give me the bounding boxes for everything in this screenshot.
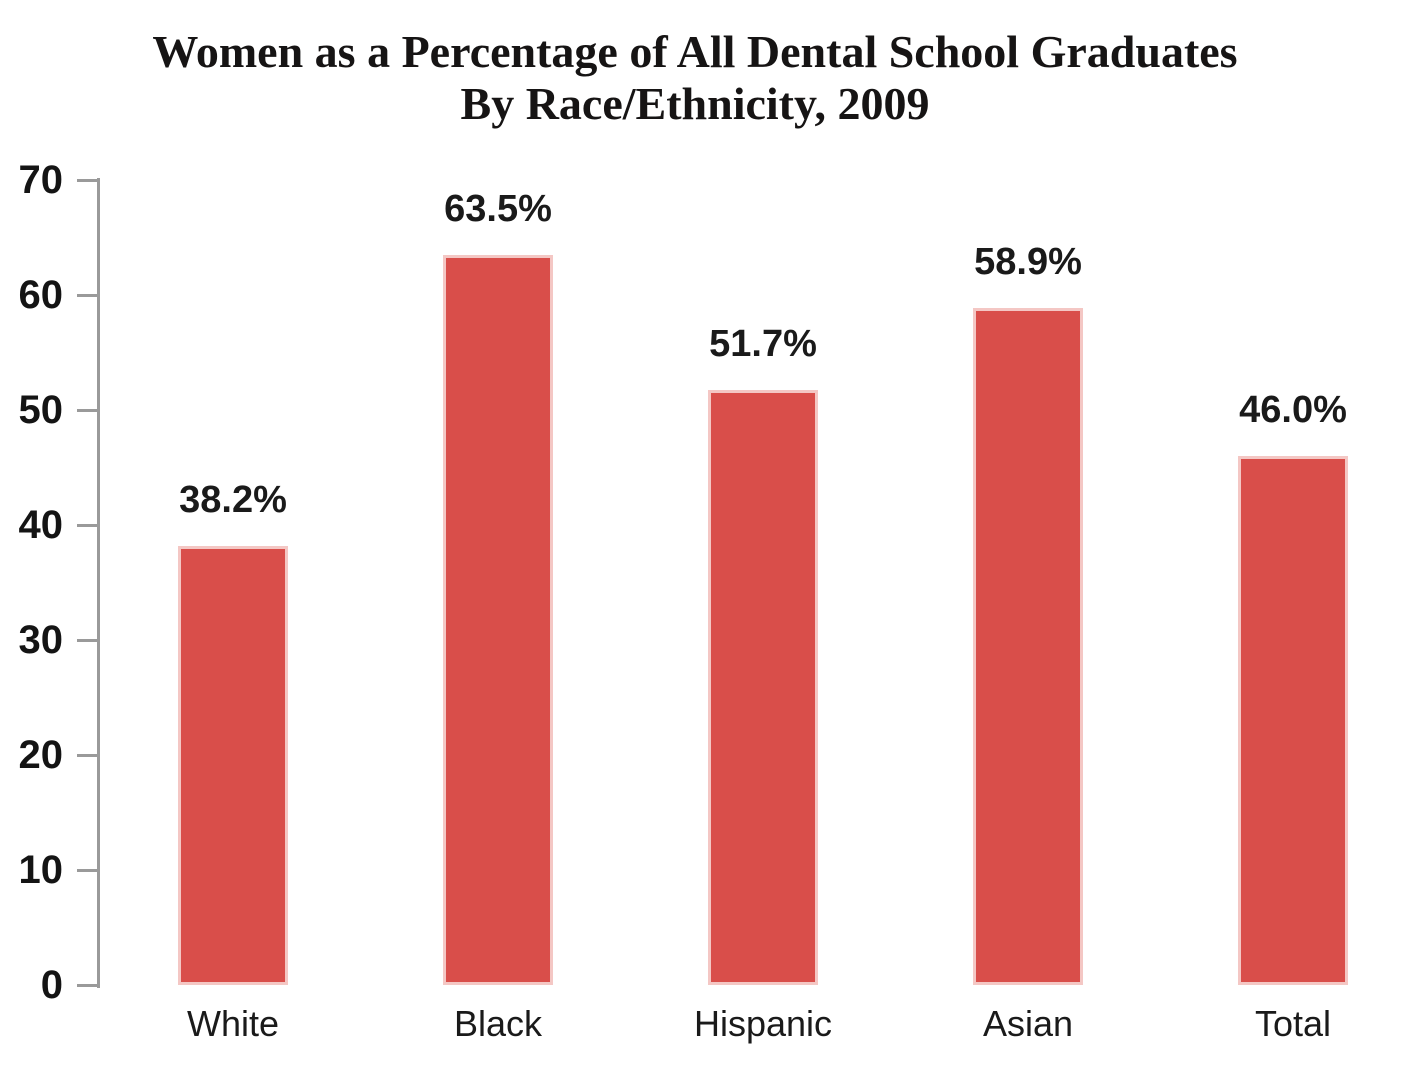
y-tick-label-0: 0 bbox=[40, 963, 63, 1007]
chart-title-line-2: By Race/Ethnicity, 2009 bbox=[460, 78, 930, 129]
bar-asian bbox=[973, 307, 1083, 985]
y-tick-label-10: 10 bbox=[18, 848, 64, 892]
y-tick-label-70: 70 bbox=[18, 158, 64, 202]
y-tick-label-50: 50 bbox=[18, 388, 64, 432]
x-label-hispanic: Hispanic bbox=[693, 1003, 833, 1044]
value-label-hispanic: 51.7% bbox=[709, 323, 817, 366]
value-label-white: 38.2% bbox=[179, 478, 287, 521]
bar-hispanic bbox=[708, 390, 818, 985]
bar-total bbox=[1238, 456, 1348, 985]
y-tick-mark-0 bbox=[77, 983, 97, 987]
x-label-asian: Asian bbox=[982, 1003, 1074, 1044]
x-label-white: White bbox=[186, 1003, 280, 1044]
y-tick-label-20: 20 bbox=[18, 733, 64, 777]
y-tick-mark-40 bbox=[77, 523, 97, 527]
y-axis-line bbox=[97, 178, 100, 988]
value-label-black: 63.5% bbox=[444, 187, 552, 230]
y-tick-mark-60 bbox=[77, 293, 97, 297]
x-label-black: Black bbox=[453, 1003, 543, 1044]
y-tick-mark-20 bbox=[77, 753, 97, 757]
y-tick-mark-10 bbox=[77, 868, 97, 872]
chart-title: Women as a Percentage of All Dental Scho… bbox=[0, 26, 1390, 130]
value-label-total: 46.0% bbox=[1239, 389, 1347, 431]
y-tick-label-40: 40 bbox=[18, 503, 64, 547]
y-tick-mark-50 bbox=[77, 408, 97, 412]
value-label-asian: 58.9% bbox=[974, 240, 1082, 283]
y-tick-mark-70 bbox=[77, 178, 97, 182]
bar-white bbox=[178, 545, 288, 985]
y-tick-label-60: 60 bbox=[18, 273, 64, 317]
bar-black bbox=[443, 254, 553, 985]
y-tick-label-30: 30 bbox=[18, 618, 64, 662]
x-label-total: Total bbox=[1254, 1003, 1332, 1044]
chart-title-line-1: Women as a Percentage of All Dental Scho… bbox=[152, 26, 1238, 77]
y-tick-mark-30 bbox=[77, 638, 97, 642]
